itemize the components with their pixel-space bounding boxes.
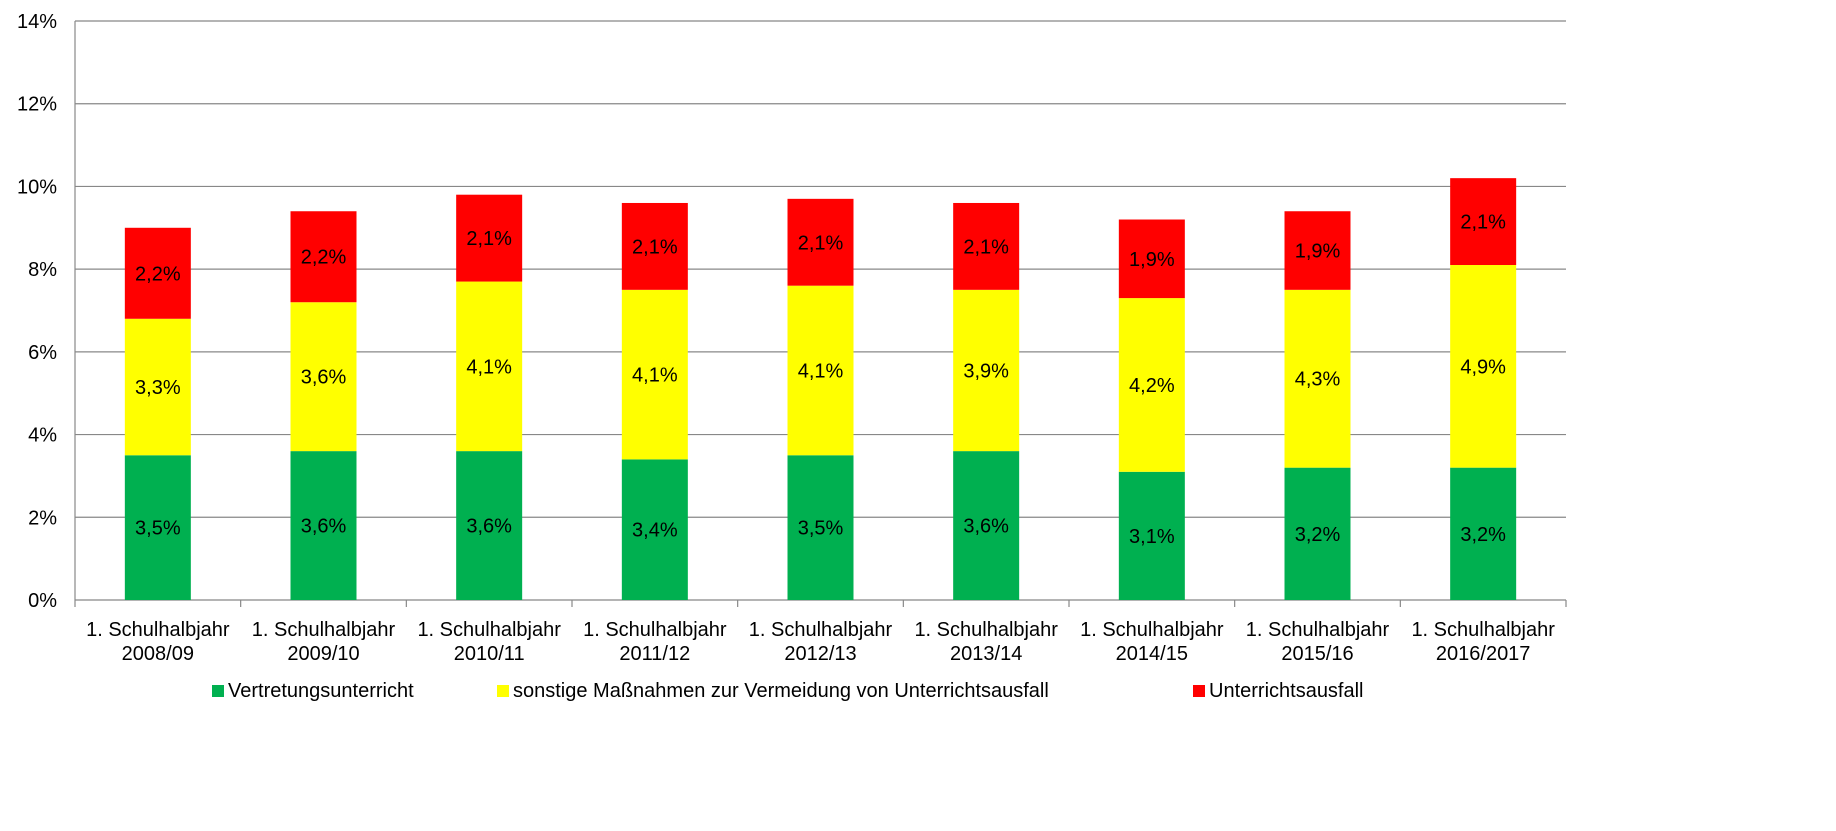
legend-swatch [1193,685,1205,697]
x-tick-label-line: 1. Schulhalbjahr [1080,619,1224,641]
bar-segment [621,289,688,460]
data-label: 2,1% [1460,212,1506,234]
x-tick-label-line: 1. Schulhalbjahr [749,619,893,641]
legend-label: Unterrichtsausfall [1209,680,1364,702]
x-tick-label-line: 1. Schulhalbjahr [1411,619,1555,641]
data-label: 3,6% [301,367,347,389]
bar-segment [953,451,1020,600]
bar-segment [1118,298,1185,472]
x-tick-label-line: 2011/12 [619,643,690,665]
bar-segment [1118,219,1185,299]
data-label: 3,6% [963,516,1009,538]
bar-segment [290,211,357,303]
bar-segment [787,198,854,286]
bar-segment [787,455,854,600]
data-label: 3,5% [135,518,181,540]
data-label: 1,9% [1129,249,1175,271]
x-tick-label-line: 2009/10 [287,643,359,665]
bar-segment [456,194,523,282]
data-label: 3,5% [798,518,844,540]
bar-segment [456,451,523,600]
x-tick-label: 1. Schulhalbjahr 2009/10 [252,619,396,665]
x-tick-label-line: 1. Schulhalbjahr [1246,619,1390,641]
x-tick-label-line: 2013/14 [950,643,1022,665]
legend-label: Vertretungsunterricht [228,680,414,702]
bar-segment [621,202,688,290]
data-label: 4,1% [798,360,844,382]
bar-segment [953,289,1020,452]
data-label: 2,1% [963,236,1009,258]
data-label: 3,4% [632,520,678,542]
x-tick-label: 1. Schulhalbjahr 2013/14 [914,619,1058,665]
x-tick-label-line: 2014/15 [1116,643,1188,665]
bar-segment [290,451,357,600]
x-tick-label: 1. Schulhalbjahr 2012/13 [749,619,893,665]
data-label: 2,1% [798,232,844,254]
data-label: 2,1% [632,236,678,258]
data-label: 3,9% [963,360,1009,382]
bar-segment [1118,471,1185,600]
data-label: 4,3% [1295,369,1341,391]
data-label: 2,1% [466,228,512,250]
data-label: 1,9% [1295,241,1341,263]
y-tick-label: 12% [17,94,57,116]
bar-segment [1450,178,1517,266]
data-label: 2,2% [135,263,181,285]
x-tick-label-line: 1. Schulhalbjahr [914,619,1058,641]
x-tick-label: 1. Schulhalbjahr 2014/15 [1080,619,1224,665]
y-tick-label: 4% [28,425,57,447]
bar-segment [787,285,854,456]
data-label: 4,2% [1129,375,1175,397]
bar-segment [1284,467,1351,600]
x-tick-label-line: 2015/16 [1281,643,1353,665]
y-tick-label: 6% [28,342,57,364]
x-tick-label: 1. Schulhalbjahr 2011/12 [583,619,727,665]
y-tick-label: 14% [17,11,57,33]
bar-segment [621,459,688,600]
bar-segment [1450,265,1517,468]
x-tick-label: 1. Schulhalbjahr 2016/2017 [1411,619,1555,665]
data-label: 3,2% [1295,524,1341,546]
data-label: 3,2% [1460,524,1506,546]
x-tick-label: 1. Schulhalbjahr 2008/09 [86,619,230,665]
data-label: 4,1% [466,356,512,378]
data-label: 2,2% [301,247,347,269]
bar-segment [124,227,191,319]
x-tick-label-line: 2012/13 [784,643,856,665]
x-tick-label-line: 2010/11 [454,643,525,665]
data-label: 3,6% [466,516,512,538]
x-tick-label-line: 1. Schulhalbjahr [583,619,727,641]
y-tick-label: 0% [28,590,57,612]
y-tick-label: 10% [17,176,57,198]
legend-swatch [212,685,224,697]
data-label: 4,1% [632,365,678,387]
x-tick-label-line: 2016/2017 [1436,643,1531,665]
bar-segment [124,455,191,600]
bar-segment [1450,467,1517,600]
x-tick-label: 1. Schulhalbjahr 2015/16 [1246,619,1390,665]
x-tick-label-line: 1. Schulhalbjahr [252,619,396,641]
legend-swatch [497,685,509,697]
data-label: 3,6% [301,516,347,538]
bar-segment [1284,289,1351,468]
x-tick-label-line: 1. Schulhalbjahr [417,619,561,641]
x-tick-label: 1. Schulhalbjahr 2010/11 [417,619,561,665]
legend-label: sonstige Maßnahmen zur Vermeidung von Un… [513,680,1049,702]
bar-segment [1284,211,1351,290]
y-tick-label: 2% [28,507,57,529]
data-label: 3,1% [1129,526,1175,548]
data-label: 3,3% [135,377,181,399]
x-tick-label-line: 2008/09 [122,643,194,665]
x-tick-label-line: 1. Schulhalbjahr [86,619,230,641]
y-tick-label: 8% [28,259,57,281]
bar-segment [290,302,357,452]
bar-segment [953,202,1020,290]
bar-segment [124,318,191,456]
bar-segment [456,281,523,452]
data-label: 4,9% [1460,356,1506,378]
